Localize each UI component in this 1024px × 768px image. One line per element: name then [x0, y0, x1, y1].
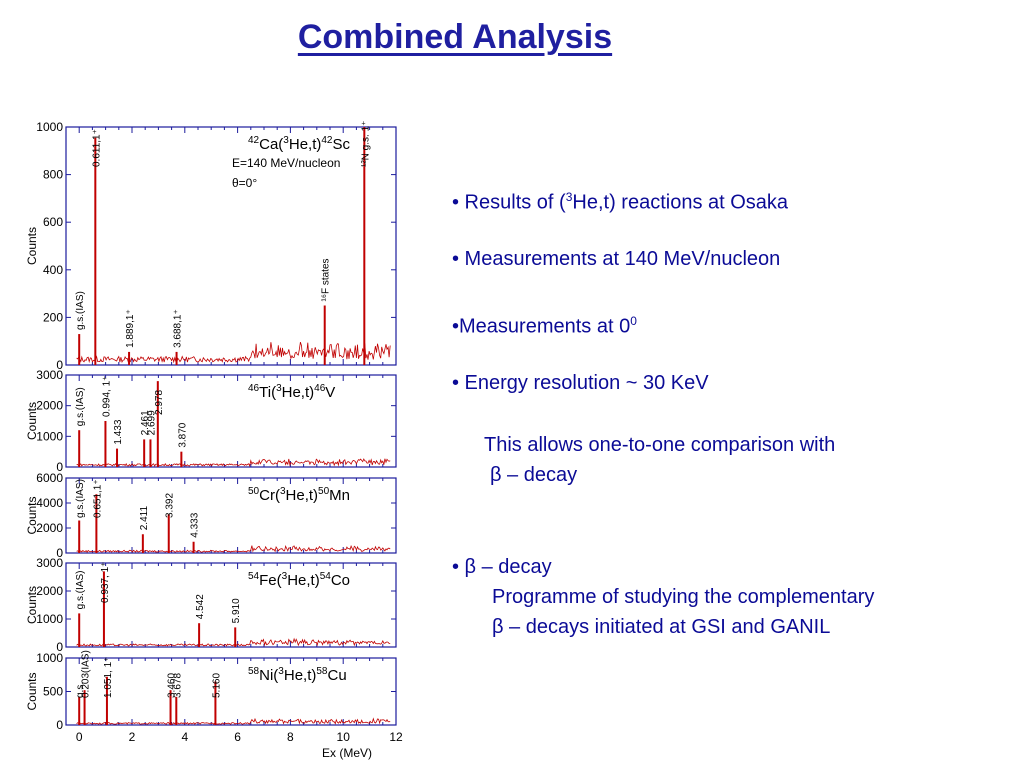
y-axis-label: Counts	[25, 586, 39, 624]
spectrum-baseline	[76, 717, 391, 725]
comparison-line-1: This allows one-to-one comparison with	[484, 434, 836, 456]
peak-label: g.s.	[75, 682, 86, 698]
x-tick-label: 2	[129, 730, 136, 744]
reaction-label: 54Fe(3He,t)54Co	[248, 571, 350, 589]
bullet-beta-decay: • β – decay	[452, 556, 552, 578]
peak-label: 2.699	[146, 410, 157, 435]
peak-label: ¹²N g.s. 1⁺	[360, 121, 371, 167]
spectrum-baseline	[76, 637, 391, 647]
spectrum-baseline	[76, 544, 391, 553]
y-tick-label: 6000	[36, 471, 63, 485]
peak-label: 2.461	[140, 410, 151, 435]
y-tick-label: 4000	[36, 496, 63, 510]
x-tick-label: 10	[337, 730, 351, 744]
reaction-label: 46Ti(3He,t)46V	[248, 383, 335, 401]
bullet-osaka-results: • Results of (3He,t) reactions at Osaka	[452, 190, 789, 214]
y-axis-label: Counts	[25, 402, 39, 440]
peak-label: 3.678	[172, 673, 183, 698]
peak-label: 3.870	[177, 422, 188, 447]
peak-label: g.s.(IAS)	[75, 291, 86, 330]
peak-label: 4.333	[190, 512, 201, 537]
peak-label: 3.392	[165, 493, 176, 518]
bullet-energy: • Measurements at 140 MeV/nucleon	[452, 248, 781, 270]
x-tick-label: 4	[181, 730, 188, 744]
x-tick-label: 6	[234, 730, 241, 744]
y-tick-label: 200	[43, 310, 63, 324]
y-tick-label: 1000	[36, 120, 63, 134]
x-tick-label: 0	[76, 730, 83, 744]
x-axis-label: Ex (MeV)	[322, 746, 372, 760]
panel-frame	[65, 562, 397, 648]
peak-label: g.s.(IAS)	[75, 479, 86, 518]
y-tick-label: 2000	[36, 399, 63, 413]
bullet-resolution: • Energy resolution ~ 30 KeV	[452, 372, 709, 394]
y-tick-label: 0	[56, 358, 63, 372]
peak-label: 1.051, 1⁺	[103, 657, 114, 698]
spectrum-baseline	[76, 458, 391, 467]
reaction-label: 50Cr(3He,t)50Mn	[248, 486, 350, 504]
peak-label: 5.910	[231, 598, 242, 623]
programme-line-2: β – decays initiated at GSI and GANIL	[492, 616, 831, 638]
panel-extra-label: θ=0°	[232, 176, 257, 190]
y-axis-label: Counts	[25, 496, 39, 534]
peak-label: 3.688,1⁺	[173, 309, 184, 348]
peak-label: 0.651,1⁺	[92, 479, 103, 518]
x-tick-label: 12	[389, 730, 403, 744]
x-tick-label: 8	[287, 730, 294, 744]
peak-label: 0.937, 1⁺	[100, 562, 111, 603]
panel-frame	[65, 477, 397, 554]
y-tick-label: 3000	[36, 368, 63, 382]
spectra-figure: 02004006008001000Countsg.s.(IAS)0.611,1⁺…	[25, 120, 403, 760]
reaction-label: 58Ni(3He,t)58Cu	[248, 666, 347, 684]
comparison-line-2: β – decay	[490, 464, 578, 486]
y-tick-label: 400	[43, 263, 63, 277]
y-axis-label: Counts	[25, 672, 39, 710]
y-tick-label: 800	[43, 168, 63, 182]
peak-label: ¹⁶F states	[321, 258, 332, 301]
peak-label: 1.433	[113, 419, 124, 444]
peak-label: 2.411	[139, 506, 150, 531]
peak-label: 0.611,1⁺	[91, 129, 102, 167]
y-axis-label: Counts	[25, 227, 39, 265]
reaction-label: 42Ca(3He,t)42Sc	[248, 135, 351, 153]
y-tick-label: 2000	[36, 584, 63, 598]
y-tick-label: 0	[56, 546, 63, 560]
y-tick-label: 500	[43, 685, 63, 699]
peak-label: 4.542	[195, 594, 206, 619]
peak-label: 5.160	[211, 673, 222, 698]
panel-frame	[65, 374, 397, 468]
peak-label: 2.978	[154, 390, 165, 415]
bullet-angle: •Measurements at 00	[452, 314, 637, 338]
peak-label: 0.203(IAS)	[81, 650, 92, 698]
peak-label: g.s.(IAS)	[75, 570, 86, 609]
y-tick-label: 1000	[36, 429, 63, 443]
programme-line-1: Programme of studying the complementary	[492, 586, 875, 608]
y-tick-label: 0	[56, 718, 63, 732]
y-tick-label: 600	[43, 215, 63, 229]
peak-label: 1.889,1⁺	[125, 309, 136, 348]
slide-title: Combined Analysis	[297, 18, 613, 56]
y-tick-label: 1000	[36, 651, 63, 665]
y-tick-label: 3000	[36, 556, 63, 570]
panel-frame	[65, 126, 397, 366]
peak-label: 0.994, 1⁺	[101, 376, 112, 417]
panel-extra-label: E=140 MeV/nucleon	[232, 156, 340, 170]
peak-label: g.s.(IAS)	[75, 387, 86, 426]
y-tick-label: 2000	[36, 521, 63, 535]
y-tick-label: 1000	[36, 612, 63, 626]
y-tick-label: 0	[56, 460, 63, 474]
y-tick-label: 0	[56, 640, 63, 654]
peak-label: 3.460	[167, 673, 178, 698]
